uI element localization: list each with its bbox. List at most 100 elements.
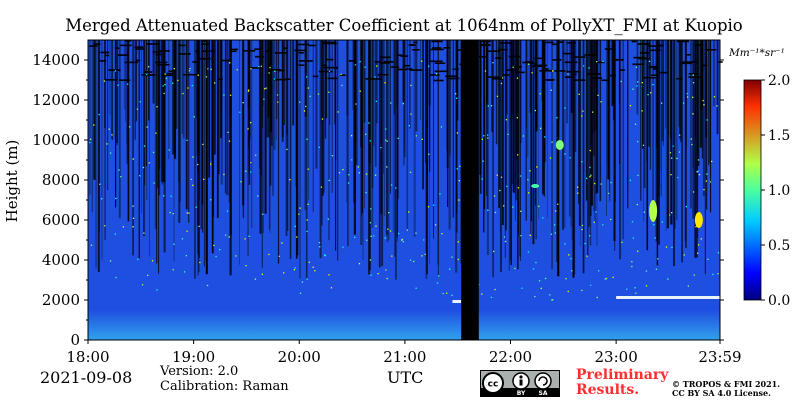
noise-speck	[551, 43, 557, 46]
noise-streak	[607, 40, 609, 163]
y-tick-label: 6000	[42, 211, 80, 229]
noise-streak	[375, 40, 378, 124]
noise-speck	[429, 74, 440, 76]
noise-streak	[383, 40, 385, 217]
noise-speck	[633, 56, 646, 59]
bright-speck	[697, 159, 700, 161]
noise-streak	[247, 40, 249, 257]
noise-streak	[679, 40, 681, 140]
noise-speck	[592, 77, 602, 79]
bright-speck	[634, 123, 637, 125]
noise-streak	[676, 40, 678, 221]
bright-speck	[89, 141, 91, 144]
bright-speck	[245, 265, 247, 267]
bright-speck	[355, 103, 357, 105]
bright-speck	[512, 66, 514, 68]
noise-speck	[557, 41, 564, 43]
bright-speck	[299, 292, 302, 294]
noise-speck	[706, 49, 717, 51]
bright-speck	[187, 87, 189, 89]
noise-streak	[258, 40, 261, 169]
bright-speck	[692, 96, 694, 98]
noise-speck	[433, 79, 444, 82]
bright-speck	[239, 111, 241, 113]
noise-speck	[380, 56, 391, 59]
noise-speck	[677, 40, 689, 43]
noise-streak	[457, 40, 459, 121]
noise-streak	[568, 40, 571, 217]
bright-speck	[683, 254, 685, 256]
noise-streak	[658, 40, 660, 197]
bright-speck	[223, 173, 225, 176]
date-label: 2021-09-08	[40, 368, 133, 387]
bright-speck	[122, 226, 124, 228]
noise-streak	[156, 40, 158, 264]
noise-streak	[655, 40, 658, 148]
bright-speck	[610, 181, 612, 184]
noise-streak	[393, 40, 395, 116]
bright-speck	[500, 82, 503, 85]
bright-speck	[240, 181, 242, 183]
noise-speck	[563, 52, 574, 55]
bright-speck	[409, 259, 412, 261]
noise-streak	[511, 40, 513, 185]
cloud-feature	[649, 200, 658, 222]
noise-streak	[571, 40, 573, 240]
noise-streak	[708, 40, 710, 166]
noise-streak	[361, 40, 362, 217]
bright-speck	[629, 105, 632, 107]
noise-streak	[91, 40, 93, 213]
noise-streak	[437, 40, 439, 265]
bright-speck	[358, 263, 361, 265]
bright-speck	[195, 206, 197, 208]
bright-speck	[306, 278, 308, 280]
bright-speck	[169, 211, 171, 214]
bright-speck	[642, 144, 645, 146]
noise-streak	[426, 40, 429, 207]
bright-speck	[481, 138, 483, 140]
noise-streak	[515, 40, 516, 222]
bright-speck	[114, 70, 117, 72]
bright-speck	[245, 170, 247, 172]
noise-streak	[643, 40, 644, 222]
noise-streak	[154, 40, 157, 229]
bright-speck	[328, 70, 331, 72]
x-axis-label: UTC	[387, 368, 424, 387]
bright-speck	[170, 195, 172, 197]
bright-speck	[242, 102, 244, 104]
bright-speck	[706, 173, 708, 175]
noise-streak	[534, 40, 536, 206]
y-tick-label: 0	[70, 331, 80, 349]
bright-speck	[305, 105, 307, 108]
bright-speck	[173, 243, 175, 245]
noise-streak	[681, 40, 683, 263]
bright-speck	[228, 140, 231, 142]
noise-streak	[642, 40, 644, 149]
bright-speck	[327, 218, 329, 220]
bright-speck	[637, 81, 639, 83]
bright-speck	[375, 225, 377, 227]
noise-streak	[413, 40, 416, 237]
bright-speck	[672, 145, 674, 147]
noise-speck	[146, 43, 160, 45]
colorbar: 2.0 1.5 1.0 0.5 0.0	[743, 73, 790, 309]
noise-streak	[386, 40, 388, 236]
noise-speck	[134, 46, 144, 48]
bright-speck	[402, 103, 404, 105]
noise-speck	[405, 68, 413, 70]
bright-speck	[528, 63, 530, 65]
cc-license-badge[interactable]: cc BY SA	[480, 370, 560, 397]
noise-streak	[396, 40, 398, 237]
noise-streak	[260, 40, 262, 176]
noise-streak	[556, 40, 558, 263]
noise-streak	[335, 40, 337, 160]
bright-speck	[265, 87, 267, 89]
bright-speck	[374, 76, 376, 78]
bright-speck	[647, 94, 649, 96]
bright-speck	[354, 64, 357, 66]
noise-speck	[430, 48, 444, 51]
bright-speck	[567, 73, 569, 75]
noise-streak	[319, 40, 322, 259]
noise-speck	[274, 78, 287, 81]
